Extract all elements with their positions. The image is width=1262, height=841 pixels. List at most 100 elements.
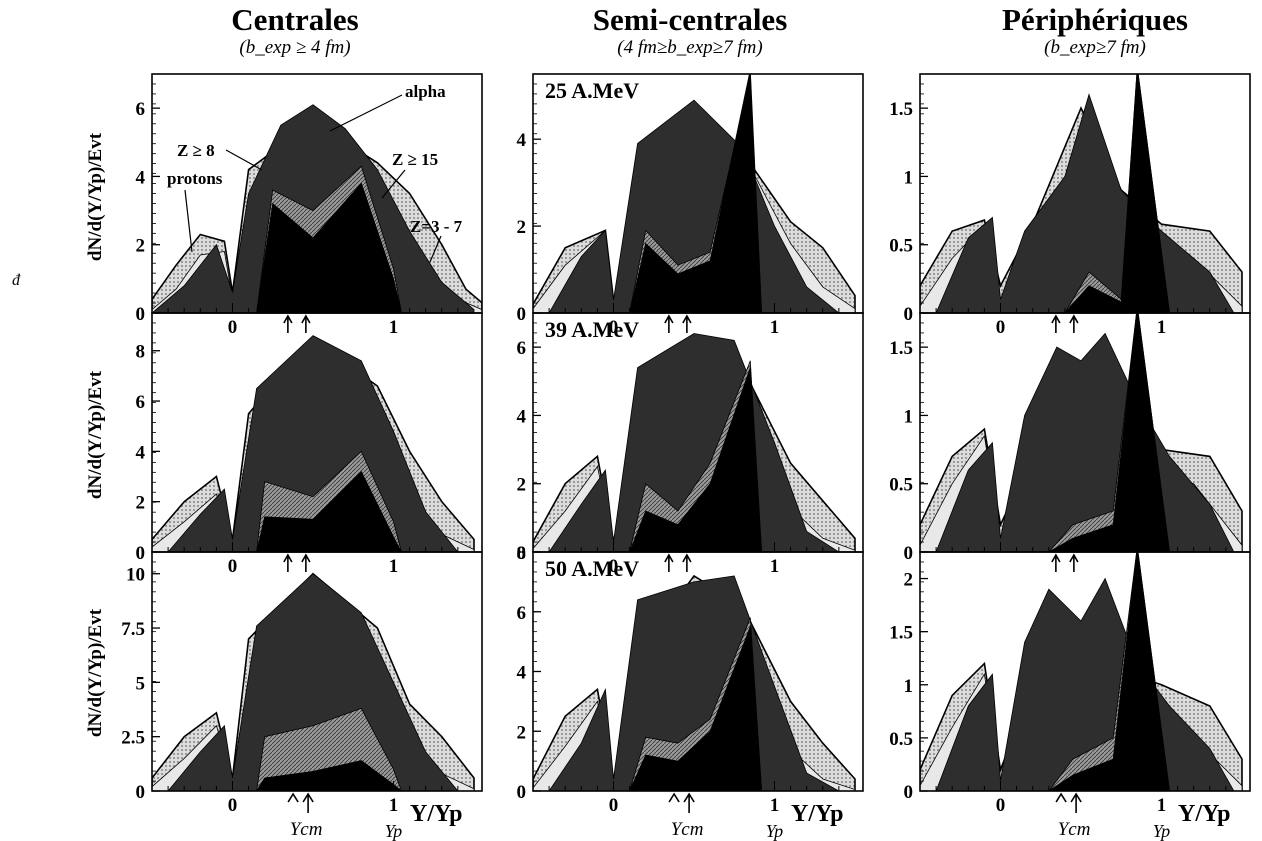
annotation-protons: protons	[167, 169, 223, 188]
x-axis-label: Y/Yp	[1178, 801, 1230, 827]
y-tick-label: 2	[517, 217, 527, 238]
y-tick-label: 0.5	[889, 475, 913, 496]
series-area-alpha	[548, 99, 840, 313]
ycm-arrow	[283, 553, 293, 572]
ycm-arrow	[1055, 792, 1082, 813]
ycm-arrow	[301, 553, 311, 572]
series-area-z-15	[1064, 74, 1170, 313]
panel-areas	[152, 572, 475, 791]
x-tick-label: 1	[389, 556, 399, 577]
panel-1: 0 2 4 6 0 1	[136, 73, 483, 338]
y-tick-label: 6	[136, 392, 146, 413]
column-title-semi-centrales: Semi-centrales	[592, 2, 788, 37]
panel-6: 0 0.5 1 1.5	[889, 312, 1251, 572]
annotation-leader	[225, 149, 263, 171]
y-tick-label: 2	[517, 722, 527, 743]
x-tick-label: 1	[389, 795, 399, 816]
series-area-alpha	[167, 573, 459, 791]
annotation-leader	[184, 189, 193, 253]
panel-4: 0 2 4 6 8 0 1	[136, 312, 483, 577]
y-tick-label: 6	[517, 338, 527, 359]
y-tick-label: 1	[904, 406, 914, 427]
y-tick-label: 4	[136, 442, 146, 463]
y-tick-label: 2	[136, 236, 146, 257]
y-tick-label: 1.5	[889, 338, 913, 359]
panel-5: 0 2 4 6 0 1 39 A.MeV	[517, 312, 864, 577]
panel-areas	[920, 74, 1243, 313]
energy-label: 25 A.MeV	[545, 78, 639, 103]
x-tick-label: 0	[609, 317, 619, 338]
annotation-leader	[329, 94, 403, 132]
y-tick-label: 4	[136, 167, 146, 188]
yp-label: Yp	[766, 821, 783, 841]
panel-areas	[152, 335, 475, 552]
series-area-z-15	[1047, 313, 1170, 552]
panel-areas	[920, 552, 1243, 791]
column-subtitle-semi-centrales: (4 fm≥b_exp≥7 fm)	[617, 37, 763, 58]
y-tick-label: 7.5	[121, 619, 145, 640]
y-tick-label: 8	[136, 342, 146, 363]
x-tick-label: 0	[609, 556, 619, 577]
energy-label: 39 A.MeV	[545, 317, 639, 342]
panel-9: 0 0.5 1 1.5 2 0 1	[889, 551, 1251, 816]
series-area-z-15	[1048, 552, 1170, 791]
annotation-alpha: alpha	[405, 82, 446, 101]
ycm-arrow	[1051, 553, 1061, 572]
annotation-z15: Z ≥ 15	[392, 150, 438, 169]
series-area-z-15	[629, 74, 763, 313]
annotation-leader	[429, 235, 442, 263]
panel-areas	[533, 333, 856, 552]
series-area-z-15	[256, 760, 403, 791]
y-tick-label: 0.5	[889, 236, 913, 257]
y-tick-label: 0	[517, 782, 527, 803]
ycm-arrow	[668, 792, 695, 813]
y-tick-label: 1	[904, 167, 914, 188]
y-tick-label: 8	[517, 543, 527, 564]
stray-mark: đ	[12, 272, 20, 289]
ycm-arrow	[664, 553, 674, 572]
x-axis-label: Y/Yp	[410, 801, 462, 827]
series-area-z-15	[629, 626, 763, 791]
ycm-label: Ycm	[1058, 819, 1091, 840]
y-tick-label: 4	[517, 406, 527, 427]
ycm-arrow	[1069, 314, 1079, 333]
panel-areas	[152, 104, 482, 313]
column-subtitle-centrales: (b_exp ≥ 4 fm)	[239, 37, 351, 58]
y-tick-label: 0	[136, 543, 146, 564]
x-tick-label: 0	[609, 795, 619, 816]
x-tick-label: 0	[228, 795, 238, 816]
series-area-z-15	[256, 470, 402, 552]
ycm-arrow	[283, 314, 293, 333]
x-tick-label: 0	[996, 317, 1006, 338]
column-title-centrales: Centrales	[231, 2, 359, 37]
panel-areas	[920, 313, 1243, 552]
ycm-arrow	[287, 792, 314, 813]
ycm-label: Ycm	[671, 819, 704, 840]
x-tick-label: 1	[770, 317, 780, 338]
ycm-arrow	[1051, 314, 1061, 333]
ycm-arrow	[664, 314, 674, 333]
y-tick-label: 1.5	[889, 99, 913, 120]
panel-3: 0 0.5 1 1.5 0 1	[889, 73, 1251, 338]
x-tick-label: 0	[996, 795, 1006, 816]
y-tick-label: 5	[136, 673, 146, 694]
annotation-z8: Z ≥ 8	[177, 141, 215, 160]
y-tick-label: 4	[517, 663, 527, 684]
ycm-arrow	[1069, 553, 1079, 572]
y-tick-label: 1	[904, 676, 914, 697]
annotation-z37: Z=3 - 7	[410, 217, 463, 236]
ycm-arrow	[682, 314, 692, 333]
y-tick-label: 6	[517, 603, 527, 624]
yp-label: Yp	[385, 821, 402, 841]
series-area-z-15	[629, 367, 763, 552]
yp-label: Yp	[1153, 821, 1170, 841]
y-tick-label: 2	[136, 493, 146, 514]
column-title-peripheriques: Périphériques	[1002, 2, 1188, 37]
x-tick-label: 1	[770, 795, 780, 816]
panel-2: 0 2 4 0 1 25 A.MeV	[517, 73, 864, 338]
annotation-leader	[381, 169, 406, 199]
series-area-alpha	[548, 333, 840, 552]
